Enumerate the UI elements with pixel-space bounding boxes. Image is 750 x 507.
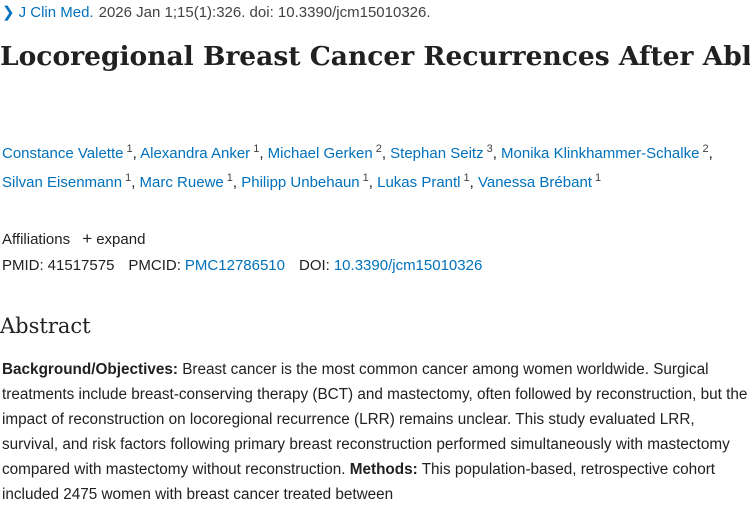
author-link[interactable]: Marc Ruewe xyxy=(139,174,224,191)
pmid-label: PMID: xyxy=(2,257,44,274)
plus-icon: + xyxy=(82,229,93,248)
background-text: Breast cancer is the most common cancer … xyxy=(2,361,748,478)
chevron-right-icon[interactable]: ❯ xyxy=(2,4,15,21)
affiliation-number[interactable]: 1 xyxy=(463,172,470,184)
author-link[interactable]: Silvan Eisenmann xyxy=(2,174,123,191)
article-title: Locoregional Breast Cancer Recurrences A… xyxy=(0,41,750,72)
affiliation-number[interactable]: 1 xyxy=(125,172,132,184)
author-link[interactable]: Constance Valette xyxy=(2,145,124,162)
pmid-value: 41517575 xyxy=(47,257,115,274)
abstract-body: Background/Objectives: Breast cancer is … xyxy=(2,357,748,507)
affiliation-number[interactable]: 1 xyxy=(126,143,133,155)
author-item: Stephan Seitz 3 xyxy=(390,143,493,162)
affiliation-number[interactable]: 1 xyxy=(253,143,260,155)
methods-text: This population-based, retrospective coh… xyxy=(2,461,716,503)
pmcid-link[interactable]: PMC12786510 xyxy=(184,257,285,274)
author-item: Silvan Eisenmann 1 xyxy=(2,172,132,191)
author-link[interactable]: Michael Gerken xyxy=(267,145,373,162)
author-item: Marc Ruewe 1 xyxy=(139,172,233,191)
identifiers-row: PMID: 41517575 PMCID: PMC12786510 DOI: 10.339… xyxy=(2,257,482,274)
author-link[interactable]: Philipp Unbehaun xyxy=(241,174,360,191)
author-item: Alexandra Anker 1 xyxy=(140,143,260,162)
journal-link[interactable]: J Clin Med. xyxy=(18,4,94,21)
author-link[interactable]: Lukas Prantl xyxy=(377,174,461,191)
citation-details: 2026 Jan 1;15(1):326. doi: 10.3390/jcm15… xyxy=(98,4,431,21)
author-link[interactable]: Monika Klinkhammer-Schalke xyxy=(501,145,700,162)
expand-affiliations-button[interactable]: + expand xyxy=(82,229,146,248)
author-link[interactable]: Vanessa Brébant xyxy=(477,174,592,191)
doi-link[interactable]: 10.3390/jcm15010326 xyxy=(333,257,483,274)
doi-label: DOI: xyxy=(299,257,330,274)
author-item: Michael Gerken 2 xyxy=(267,143,382,162)
author-item: Vanessa Brébant 1 xyxy=(477,172,602,191)
background-label: Background/Objectives: xyxy=(2,361,178,378)
author-list: Constance Valette 1, Alexandra Anker 1, Mi… xyxy=(2,143,713,191)
author-item: Philipp Unbehaun 1 xyxy=(241,172,369,191)
citation-line: ❯ J Clin Med. 2026 Jan 1;15(1):326. doi: 1… xyxy=(2,3,431,21)
affiliation-number[interactable]: 1 xyxy=(594,172,602,184)
pmcid-label: PMCID: xyxy=(128,257,181,274)
expand-label: expand xyxy=(96,231,146,248)
affiliations-label: Affiliations xyxy=(2,231,71,248)
author-item: Lukas Prantl 1 xyxy=(377,172,470,191)
affiliation-number[interactable]: 1 xyxy=(226,172,233,184)
author-item: Constance Valette 1 xyxy=(2,143,133,162)
affiliations-row: Affiliations + expand xyxy=(2,229,145,249)
affiliation-number[interactable]: 3 xyxy=(486,143,493,155)
affiliation-number[interactable]: 2 xyxy=(702,143,709,155)
affiliation-number[interactable]: 2 xyxy=(375,143,382,155)
author-link[interactable]: Alexandra Anker xyxy=(140,145,251,162)
abstract-heading: Abstract xyxy=(0,314,91,338)
author-item: Monika Klinkhammer-Schalke 2 xyxy=(501,143,709,162)
affiliation-number[interactable]: 1 xyxy=(362,172,369,184)
author-link[interactable]: Stephan Seitz xyxy=(390,145,484,162)
methods-label: Methods: xyxy=(349,461,418,478)
